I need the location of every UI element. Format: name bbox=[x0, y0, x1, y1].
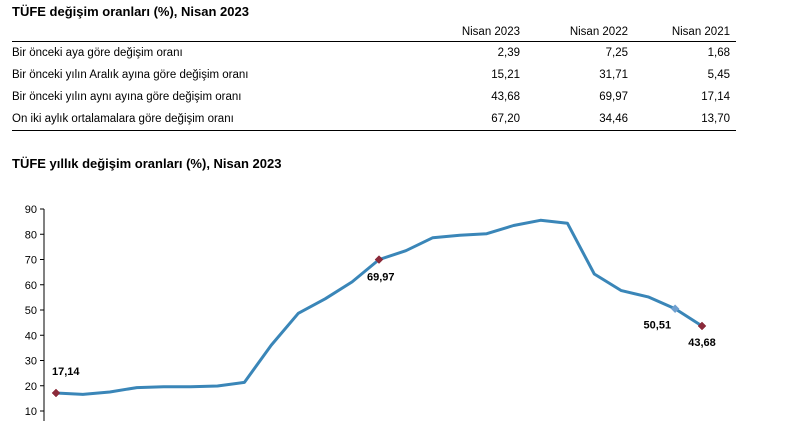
y-tick-label: 30 bbox=[25, 356, 37, 368]
y-tick-label: 90 bbox=[25, 204, 37, 216]
data-label: 69,97 bbox=[367, 272, 395, 284]
y-tick-label: 70 bbox=[25, 255, 37, 267]
data-point-marker bbox=[697, 321, 707, 331]
column-header: Nisan 2023 bbox=[412, 22, 526, 42]
column-header: Nisan 2021 bbox=[634, 22, 736, 42]
row-label: Bir önceki yılın Aralık ayına göre değiş… bbox=[12, 69, 249, 81]
series-layer bbox=[55, 218, 703, 396]
table-cell: 7,25 bbox=[605, 47, 628, 59]
table-cell: 31,71 bbox=[599, 69, 628, 81]
table-row: On iki aylık ortalamalara göre değişim o… bbox=[12, 108, 736, 131]
table-title: TÜFE değişim oranları (%), Nisan 2023 bbox=[12, 4, 249, 19]
table-cell: 67,20 bbox=[412, 108, 526, 131]
data-label: 17,14 bbox=[52, 366, 80, 378]
table-cell: 69,97 bbox=[599, 91, 628, 103]
table-cell: 2,39 bbox=[497, 47, 520, 59]
data-label: 50,51 bbox=[644, 320, 672, 332]
table-row: Bir önceki yılın Aralık ayına göre değiş… bbox=[12, 64, 736, 86]
y-tick-label: 10 bbox=[25, 406, 37, 418]
chart-title: TÜFE yıllık değişim oranları (%), Nisan … bbox=[12, 156, 282, 171]
table-row: Bir önceki aya göre değişim oranı 2,39 7… bbox=[12, 42, 736, 65]
row-label: On iki aylık ortalamalara göre değişim o… bbox=[12, 108, 412, 131]
table-header-row: Nisan 2023 Nisan 2022 Nisan 2021 bbox=[12, 22, 736, 42]
data-label: 43,68 bbox=[688, 337, 716, 349]
column-header: Nisan 2022 bbox=[526, 22, 634, 42]
y-axis: 10 20 30 40 50 60 70 80 90 bbox=[25, 204, 45, 421]
data-point-marker bbox=[374, 255, 384, 264]
data-point-marker bbox=[670, 304, 680, 314]
table-cell: 5,45 bbox=[707, 69, 730, 81]
data-point-marker bbox=[51, 388, 61, 398]
table-cell: 13,70 bbox=[634, 108, 736, 131]
y-tick-label: 20 bbox=[25, 381, 37, 393]
line-chart: 10 20 30 40 50 60 70 80 90 17,14 69,97 50,51 43,68 bbox=[25, 204, 716, 421]
y-tick-label: 50 bbox=[25, 305, 37, 317]
marker-layer bbox=[51, 255, 707, 398]
table-cell: 43,68 bbox=[491, 91, 520, 103]
table-cell: 17,14 bbox=[701, 91, 730, 103]
row-label: Bir önceki aya göre değişim oranı bbox=[12, 47, 183, 59]
row-label: Bir önceki yılın aynı ayına göre değişim… bbox=[12, 91, 242, 103]
rates-table: Nisan 2023 Nisan 2022 Nisan 2021 Bir önc… bbox=[12, 22, 736, 131]
series-line bbox=[55, 218, 703, 396]
y-tick-label: 60 bbox=[25, 280, 37, 292]
y-tick-label: 80 bbox=[25, 229, 37, 241]
table-row: Bir önceki yılın aynı ayına göre değişim… bbox=[12, 86, 736, 108]
y-tick-label: 40 bbox=[25, 330, 37, 342]
data-label-layer: 17,14 69,97 50,51 43,68 bbox=[52, 272, 716, 378]
table-cell: 34,46 bbox=[526, 108, 634, 131]
table-cell: 15,21 bbox=[491, 69, 520, 81]
table-header-blank bbox=[12, 22, 412, 42]
table-cell: 1,68 bbox=[707, 47, 730, 59]
